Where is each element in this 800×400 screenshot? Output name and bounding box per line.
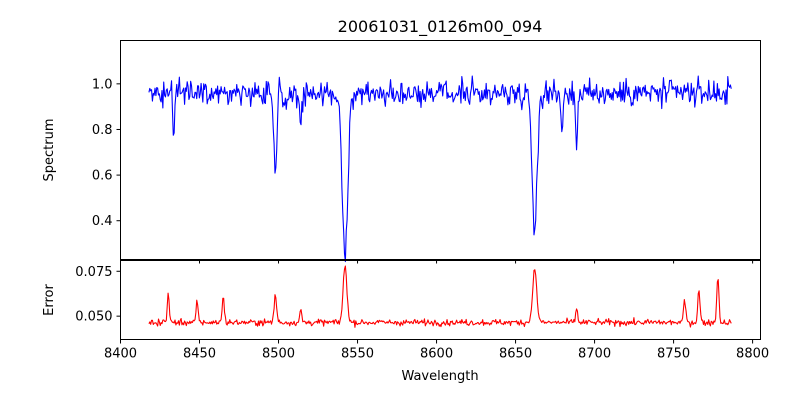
chart-title: 20061031_0126m00_094 (338, 17, 543, 37)
y-tick-label: 1.0 (92, 77, 113, 92)
spectrum-panel-frame (120, 40, 761, 260)
x-tick-label: 8800 (736, 347, 769, 362)
x-tick-label: 8400 (104, 347, 137, 362)
error-panel-frame (120, 260, 761, 340)
y-tick-label: 0.6 (92, 169, 113, 184)
error-line-layer (148, 265, 732, 328)
x-axis-label: Wavelength (401, 369, 478, 384)
x-tick-label: 8750 (657, 347, 690, 362)
x-tick-label: 8600 (420, 347, 453, 362)
error-panel: 8400 8450 8500 8550 8600 8650 8700 8750 8800 0.05… (42, 260, 769, 384)
x-tick-label: 8500 (262, 347, 295, 362)
y-tick-label: 0.8 (92, 123, 113, 138)
x-tick-label: 8650 (499, 347, 532, 362)
spectrum-line-layer (148, 75, 732, 263)
y-tick-label: 0.050 (75, 310, 112, 325)
error-axis-ticks: 8400 8450 8500 8550 8600 8650 8700 8750 8800 0.05… (75, 265, 769, 362)
x-tick-label: 8700 (578, 347, 611, 362)
spectrum-y-axis-label: Spectrum (42, 119, 57, 182)
y-tick-label: 0.4 (92, 214, 113, 229)
spectrum-line (148, 75, 732, 263)
x-tick-label: 8550 (341, 347, 374, 362)
x-tick-label: 8450 (183, 347, 216, 362)
error-line (148, 265, 732, 328)
error-y-axis-label: Error (42, 284, 57, 316)
spectrum-panel: 0.4 0.6 0.8 1.0 Spectrum (42, 40, 761, 264)
y-tick-label: 0.075 (75, 265, 112, 280)
